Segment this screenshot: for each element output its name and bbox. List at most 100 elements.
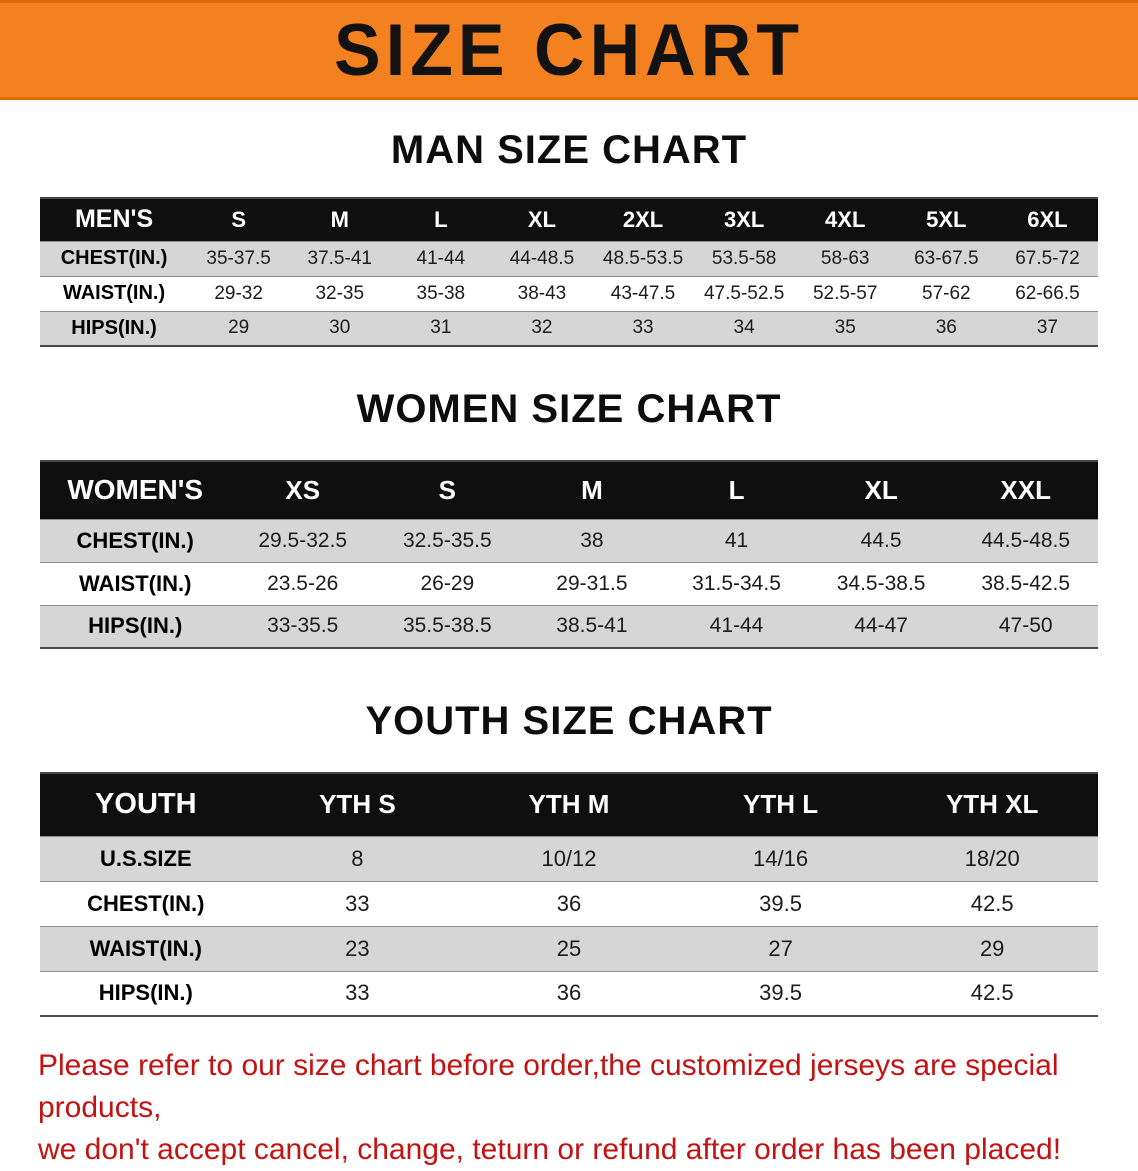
value-cell: 8 bbox=[351, 845, 364, 871]
measurement-row: HIPS(IN.) 29 30 31 32 33 34 35 36 37 bbox=[40, 311, 1098, 346]
value-cell: 33-35.5 bbox=[267, 614, 339, 638]
size-header-cell: XL bbox=[527, 206, 556, 232]
table-header-row: WOMEN'S XS S M L XL XXL bbox=[40, 461, 1098, 519]
value-cell: 62-66.5 bbox=[1015, 282, 1080, 304]
value-cell: 27 bbox=[768, 935, 793, 961]
value-cell: 32.5-35.5 bbox=[402, 528, 492, 552]
value-cell: 41 bbox=[724, 528, 749, 552]
size-header-cell: XXL bbox=[1000, 474, 1051, 505]
size-header-cell: YTH XL bbox=[945, 789, 1039, 820]
value-cell: 39.5 bbox=[759, 980, 802, 1006]
size-header-cell: YTH L bbox=[743, 789, 819, 820]
men-section-heading: MAN SIZE CHART bbox=[390, 128, 748, 172]
value-cell: 18/20 bbox=[964, 845, 1020, 871]
row-label-cell: HIPS(IN.) bbox=[71, 316, 157, 339]
size-header-cell: 4XL bbox=[825, 206, 866, 232]
value-cell: 47-50 bbox=[998, 614, 1053, 638]
value-cell: 44.5 bbox=[860, 528, 902, 552]
value-cell: 37.5-41 bbox=[307, 247, 372, 269]
size-header-cell: YTH M bbox=[528, 789, 610, 820]
size-header-cell: XS bbox=[285, 474, 321, 505]
measurement-row: WAIST(IN.) 23.5-26 26-29 29-31.5 31.5-34.5 34… bbox=[40, 562, 1098, 605]
measurement-row: CHEST(IN.) 35-37.5 37.5-41 41-44 44-48.5 48.5… bbox=[40, 241, 1098, 276]
value-cell: 31 bbox=[430, 317, 452, 339]
size-header-cell: M bbox=[330, 206, 349, 232]
measurement-row: HIPS(IN.) 33 36 39.5 42.5 bbox=[40, 971, 1098, 1016]
value-cell: 63-67.5 bbox=[914, 247, 979, 269]
size-header-cell: 5XL bbox=[926, 206, 967, 232]
value-cell: 57-62 bbox=[922, 282, 971, 304]
value-cell: 29-32 bbox=[214, 282, 263, 304]
value-cell: 29-31.5 bbox=[556, 571, 628, 595]
value-cell: 14/16 bbox=[753, 845, 809, 871]
value-cell: 58-63 bbox=[820, 247, 870, 269]
table-header-row: YOUTH YTH S YTH M YTH L YTH XL bbox=[40, 773, 1098, 836]
table-title-cell: MEN'S bbox=[74, 205, 154, 234]
value-cell: 44-47 bbox=[854, 614, 908, 638]
value-cell: 47.5-52.5 bbox=[703, 282, 785, 304]
footer-notice: Please refer to our size chart before or… bbox=[38, 1045, 1100, 1171]
value-cell: 38-43 bbox=[517, 282, 567, 304]
row-label-cell: U.S.SIZE bbox=[99, 845, 192, 871]
notice-line-1: Please refer to our size chart before or… bbox=[38, 1049, 1059, 1124]
value-cell: 42.5 bbox=[970, 980, 1014, 1006]
page-title: SIZE CHART bbox=[334, 9, 804, 91]
value-cell: 42.5 bbox=[970, 890, 1014, 916]
value-cell: 33 bbox=[632, 317, 654, 339]
value-cell: 53.5-58 bbox=[711, 247, 777, 269]
value-cell: 34.5-38.5 bbox=[836, 571, 926, 595]
value-cell: 31.5-34.5 bbox=[692, 571, 781, 595]
value-cell: 25 bbox=[556, 935, 582, 961]
value-cell: 38.5-41 bbox=[556, 614, 628, 638]
size-header-cell: L bbox=[434, 206, 448, 232]
section-women: WOMEN SIZE CHART WOMEN'S XS S M L XL XXL CHEST(… bbox=[0, 387, 1138, 649]
size-header-cell: 6XL bbox=[1027, 206, 1068, 232]
value-cell: 33 bbox=[345, 980, 370, 1006]
row-label-cell: WAIST(IN.) bbox=[89, 935, 203, 961]
value-cell: 38 bbox=[580, 528, 604, 552]
notice-line-2: we don't accept cancel, change, teturn o… bbox=[38, 1133, 1062, 1166]
value-cell: 38.5-42.5 bbox=[981, 571, 1071, 595]
women-section-heading: WOMEN SIZE CHART bbox=[356, 387, 782, 431]
value-cell: 39.5 bbox=[759, 890, 802, 916]
measurement-row: CHEST(IN.) 33 36 39.5 42.5 bbox=[40, 881, 1098, 926]
banner: SIZE CHART bbox=[0, 0, 1138, 100]
value-cell: 32 bbox=[531, 317, 553, 339]
table-title-cell: WOMEN'S bbox=[67, 474, 204, 506]
size-header-cell: L bbox=[728, 474, 745, 505]
row-label-cell: WAIST(IN.) bbox=[62, 282, 166, 304]
row-label-cell: CHEST(IN.) bbox=[76, 527, 194, 553]
size-header-cell: S bbox=[231, 206, 246, 232]
row-label-cell: HIPS(IN.) bbox=[98, 980, 193, 1006]
size-header-cell: 3XL bbox=[723, 206, 765, 232]
value-cell: 36 bbox=[556, 890, 582, 916]
value-cell: 44.5-48.5 bbox=[981, 528, 1071, 552]
value-cell: 33 bbox=[345, 890, 370, 916]
row-label-cell: CHEST(IN.) bbox=[60, 247, 168, 269]
size-header-cell: M bbox=[581, 474, 603, 505]
section-youth: YOUTH SIZE CHART YOUTH YTH S YTH M YTH L YTH… bbox=[0, 699, 1138, 1017]
value-cell: 30 bbox=[329, 317, 351, 339]
size-header-cell: YTH S bbox=[319, 789, 396, 820]
value-cell: 23 bbox=[345, 935, 370, 961]
value-cell: 44-48.5 bbox=[509, 247, 575, 269]
value-cell: 41-44 bbox=[416, 247, 466, 269]
value-cell: 32-35 bbox=[315, 282, 365, 304]
value-cell: 37 bbox=[1036, 317, 1058, 339]
value-cell: 41-44 bbox=[709, 614, 764, 638]
measurement-row: U.S.SIZE 8 10/12 14/16 18/20 bbox=[40, 836, 1098, 881]
measurement-row: HIPS(IN.) 33-35.5 35.5-38.5 38.5-41 41-44 44-… bbox=[40, 605, 1098, 648]
value-cell: 34 bbox=[733, 317, 755, 339]
value-cell: 36 bbox=[556, 980, 582, 1006]
youth-size-table: YOUTH YTH S YTH M YTH L YTH XL U.S.SIZE 8 10/12… bbox=[40, 772, 1098, 1017]
table-title-cell: YOUTH bbox=[95, 788, 197, 821]
size-header-cell: 2XL bbox=[622, 206, 664, 232]
value-cell: 36 bbox=[935, 317, 957, 339]
value-cell: 29 bbox=[228, 317, 250, 339]
value-cell: 48.5-53.5 bbox=[602, 247, 684, 269]
measurement-row: WAIST(IN.) 29-32 32-35 35-38 38-43 43-47.5 47.… bbox=[40, 276, 1098, 311]
value-cell: 35 bbox=[834, 317, 856, 339]
youth-section-heading: YOUTH SIZE CHART bbox=[365, 699, 773, 743]
table-header-row: MEN'S S M L XL 2XL 3XL 4XL 5XL 6XL bbox=[40, 198, 1098, 241]
